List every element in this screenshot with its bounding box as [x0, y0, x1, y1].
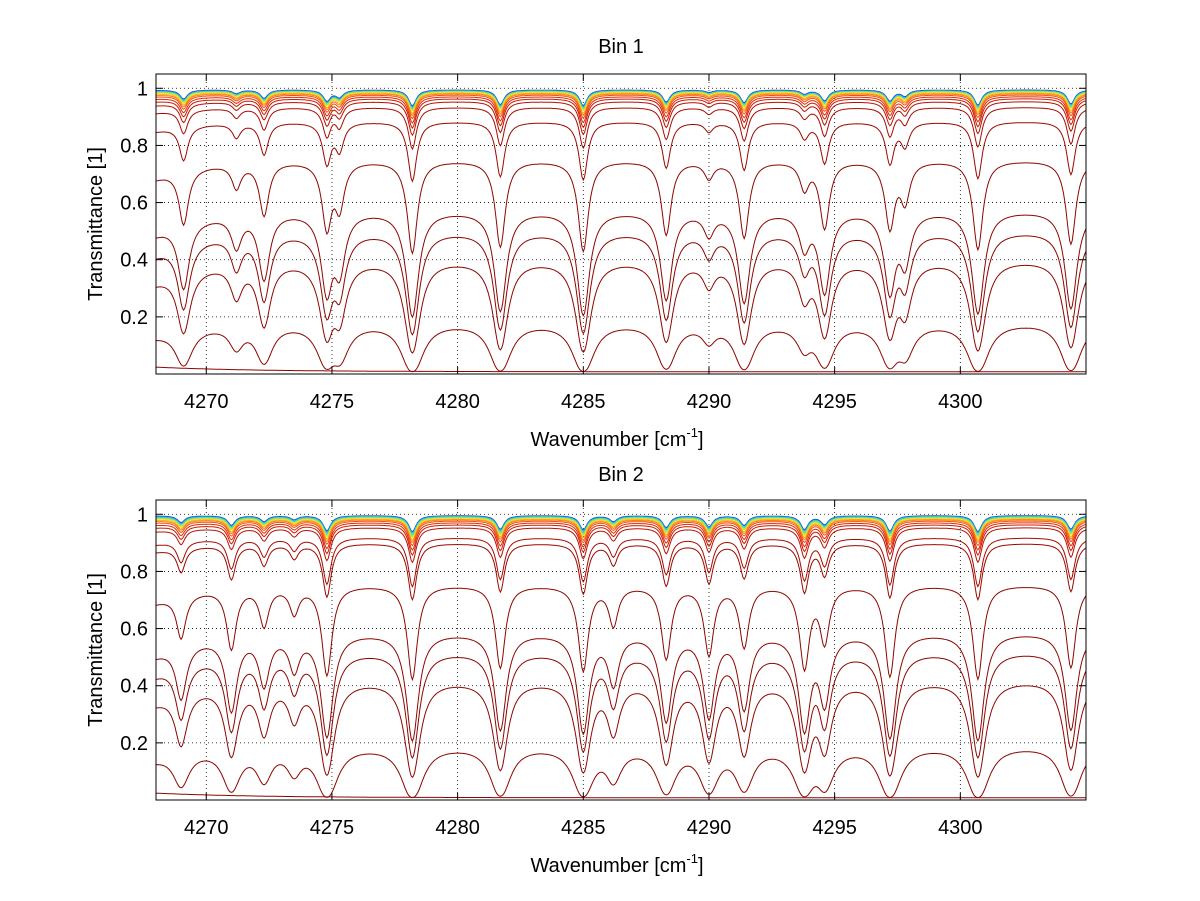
x-tick-label: 4280	[435, 817, 480, 839]
x-axis-label-superscript: -1	[686, 425, 698, 440]
y-tick-label: 0.8	[120, 561, 148, 583]
y-tick-label: 0.2	[120, 307, 148, 329]
series-line	[156, 92, 1086, 115]
x-tick-label: 4290	[687, 391, 732, 413]
x-tick-label: 4290	[687, 817, 732, 839]
x-tick-label: 4270	[184, 817, 229, 839]
y-tick-label: 0.4	[120, 676, 148, 698]
y-tick-label: 0.2	[120, 733, 148, 755]
y-axis-ticks: 0.2 0.4 0.6 0.8 1	[120, 78, 1086, 329]
series-line	[156, 366, 1086, 373]
x-tick-label: 4280	[435, 391, 480, 413]
series-line	[156, 751, 1086, 799]
x-tick-label: 4275	[310, 391, 355, 413]
series-line	[156, 543, 1086, 602]
y-tick-label: 0.8	[120, 135, 148, 157]
series-line	[156, 515, 1086, 533]
series-line	[156, 214, 1086, 319]
y-tick-label: 0.6	[120, 193, 148, 215]
series-line	[156, 91, 1086, 112]
x-axis-ticks: 4270 4275 4280 4285 4290 4295 4300	[184, 500, 983, 839]
x-tick-label: 4300	[938, 817, 983, 839]
x-tick-label: 4285	[561, 817, 606, 839]
y-tick-label: 1	[137, 504, 148, 526]
series-line	[156, 517, 1086, 538]
plot-area	[156, 515, 1086, 799]
x-axis-label-end: ]	[698, 429, 704, 451]
x-axis-label-superscript: -1	[686, 851, 698, 866]
series-line	[156, 522, 1086, 551]
x-axis-label: Wavenumber [cm-1]	[530, 425, 703, 451]
series-line	[156, 636, 1086, 743]
series-line	[156, 98, 1086, 130]
grid-lines	[156, 74, 1086, 374]
series-line	[156, 122, 1086, 183]
series-line	[156, 327, 1086, 373]
chart-panel-bin-2: Bin 2 4270 4275 4280 4285 4290 4295 4300 0.20.…	[85, 464, 1087, 877]
series-line	[156, 264, 1086, 354]
series-line	[156, 96, 1086, 124]
series-line	[156, 587, 1086, 682]
y-tick-label: 1	[137, 78, 148, 100]
series-line	[156, 162, 1086, 255]
grid-lines	[156, 500, 1086, 800]
chart-title: Bin 2	[598, 464, 644, 486]
series-line	[156, 537, 1086, 588]
plot-area	[156, 89, 1086, 373]
series-line	[156, 655, 1086, 760]
x-tick-label: 4295	[812, 817, 857, 839]
series-line	[156, 93, 1086, 117]
series-line	[156, 91, 1086, 111]
y-tick-label: 0.4	[120, 250, 148, 272]
series-line	[156, 517, 1086, 539]
y-axis-label: Transmittance [1]	[85, 573, 107, 727]
x-axis-label: Wavenumber [cm-1]	[530, 851, 703, 877]
y-tick-label: 0.6	[120, 619, 148, 641]
axes-frame	[155, 499, 1087, 801]
series-line	[156, 527, 1086, 564]
y-axis-label: Transmittance [1]	[85, 147, 107, 301]
series-line	[156, 518, 1086, 541]
series-line	[156, 519, 1086, 544]
x-tick-label: 4275	[310, 817, 355, 839]
x-tick-label: 4300	[938, 391, 983, 413]
series-line	[156, 107, 1086, 151]
series-line	[156, 520, 1086, 547]
series-line	[156, 792, 1086, 799]
x-axis-ticks: 4270 4275 4280 4285 4290 4295 4300	[184, 74, 983, 413]
x-axis-label-end: ]	[698, 855, 704, 877]
x-axis-label-text: Wavenumber [cm	[530, 855, 686, 877]
series-line	[156, 685, 1086, 779]
x-tick-label: 4285	[561, 391, 606, 413]
series-line	[156, 101, 1086, 137]
axes-frame	[155, 73, 1087, 375]
series-line	[156, 90, 1086, 109]
series-line	[156, 89, 1086, 107]
series-line	[156, 235, 1086, 336]
series-line	[156, 524, 1086, 557]
x-tick-label: 4295	[812, 391, 857, 413]
series-line	[156, 515, 1086, 534]
series-line	[156, 94, 1086, 120]
y-axis-ticks: 0.2 0.4 0.6 0.8 1	[120, 504, 1086, 755]
series-line	[156, 516, 1086, 536]
x-tick-label: 4270	[184, 391, 229, 413]
chart-title: Bin 1	[598, 36, 644, 58]
chart-panel-bin-1: Bin 1 4270 4275 4280 4285 4290 4295 4300 0.20.…	[85, 36, 1087, 451]
x-axis-label-text: Wavenumber [cm	[530, 429, 686, 451]
